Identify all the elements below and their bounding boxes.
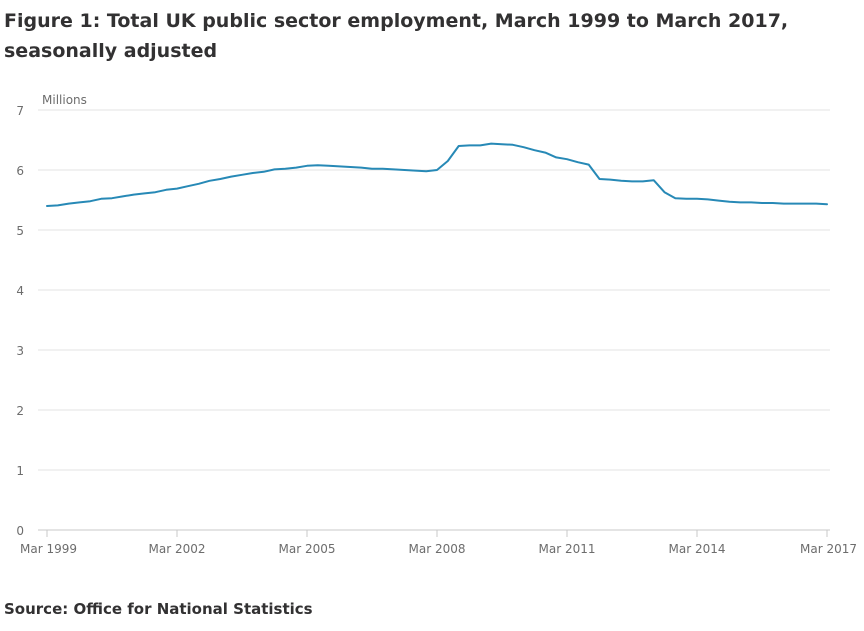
x-tick-label: Mar 2011 [539, 542, 596, 556]
y-axis: 0 1 2 3 4 5 6 7 [16, 104, 24, 538]
series-line [46, 142, 828, 207]
series-group [46, 142, 828, 207]
chart-source: Source: Office for National Statistics [4, 600, 313, 618]
x-tick-label: Mar 2002 [149, 542, 206, 556]
y-tick-label: 3 [16, 344, 24, 358]
x-axis: Mar 1999 Mar 2002 Mar 2005 Mar 2008 Mar 2011… [20, 530, 857, 556]
chart-title: Figure 1: Total UK public sector employm… [4, 10, 789, 62]
y-tick-label: 4 [16, 284, 24, 298]
y-tick-label: 1 [16, 464, 24, 478]
x-tick-label: Mar 2017 [800, 542, 857, 556]
x-tick-label: Mar 2014 [669, 542, 726, 556]
y-axis-label: Millions [42, 93, 87, 107]
y-tick-label: 6 [16, 164, 24, 178]
x-tick-label: Mar 1999 [20, 542, 77, 556]
gridlines [38, 109, 830, 531]
y-tick-label: 5 [16, 224, 24, 238]
y-tick-label: 7 [16, 104, 24, 118]
y-tick-label: 0 [16, 524, 24, 538]
x-tick-label: Mar 2005 [279, 542, 336, 556]
y-tick-label: 2 [16, 404, 24, 418]
x-tick-label: Mar 2008 [409, 542, 466, 556]
